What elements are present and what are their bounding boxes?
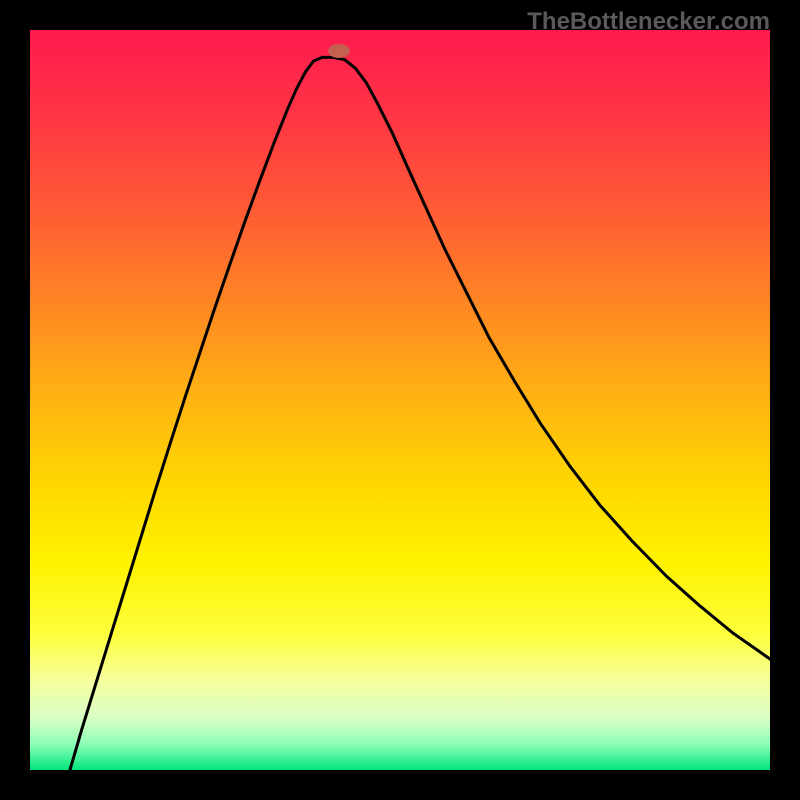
frame-left [0, 0, 30, 800]
frame-bottom [0, 770, 800, 800]
frame-right [770, 0, 800, 800]
chart-container: TheBottlenecker.com [0, 0, 800, 800]
plot-area [30, 30, 770, 770]
watermark-text: TheBottlenecker.com [527, 8, 770, 36]
bottleneck-curve [30, 30, 770, 770]
optimum-marker [328, 44, 350, 58]
